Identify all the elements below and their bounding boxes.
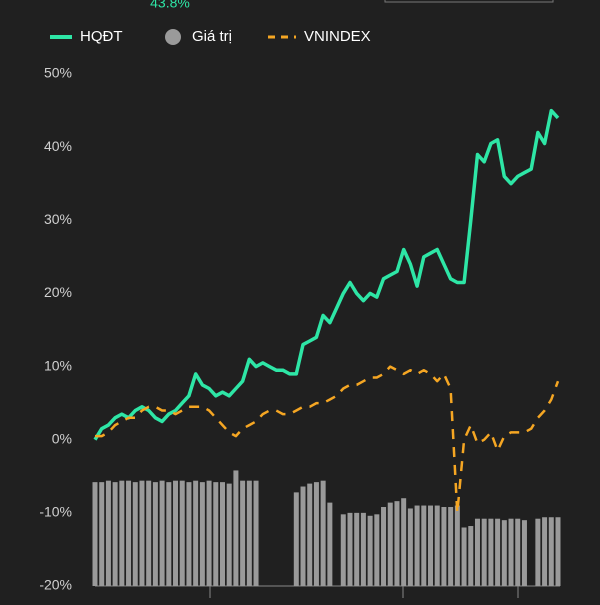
volume-bar [548,517,554,586]
volume-bar [240,480,246,586]
volume-bar [226,483,232,586]
volume-bar [199,482,205,586]
y-tick-label: 40% [44,138,72,154]
volume-bar [119,480,125,586]
volume-bar [173,480,179,586]
volume-bar [300,486,306,586]
volume-bar [159,480,165,586]
y-tick-label: 0% [52,430,72,446]
volume-bar [488,518,494,586]
legend: HQĐT Giá trị VNINDEX [50,28,371,45]
volume-bar [474,518,480,586]
volume-bar [126,480,132,586]
volume-bar [521,520,527,586]
header-value: 43.8% [150,0,190,11]
volume-bar [313,482,319,586]
volume-bar [461,527,467,586]
legend-label[interactable]: HQĐT [80,28,123,45]
volume-bar [515,518,521,586]
volume-bar [468,526,474,586]
legend-label[interactable]: VNINDEX [304,28,371,45]
volume-bar [407,508,413,586]
volume-bar [219,482,225,586]
volume-bar [448,507,454,586]
volume-bar [501,520,507,586]
volume-bar [193,480,199,586]
volume-bar [92,482,98,586]
volume-bar [99,482,105,586]
y-tick-label: 30% [44,211,72,227]
volume-bar [152,482,158,586]
volume-bar [508,518,514,586]
volume-bar [139,480,145,586]
volume-bar [206,480,212,586]
volume-bar [387,502,393,586]
volume-bar [428,505,434,586]
volume-bar [360,512,366,586]
volume-bar [320,480,326,586]
volume-bar [112,482,118,586]
volume-bar [542,517,548,586]
volume-bar [421,505,427,586]
volume-bar [246,480,252,586]
volume-bar [414,505,420,586]
volume-bar [535,518,541,586]
series-line [93,108,560,441]
volume-bar [354,512,360,586]
volume-bar [340,514,346,586]
volume-bar [166,482,172,586]
series-line [95,365,560,515]
y-tick-label: 10% [44,357,72,373]
volume-bar [495,518,501,586]
volume-bar [441,507,447,586]
selector-box[interactable] [384,0,554,3]
volume-bar [401,498,407,586]
volume-bar [233,470,239,586]
volume-bar [293,492,299,586]
volume-bar [132,482,138,586]
volume-bar [434,505,440,586]
volume-bar [105,480,111,586]
volume-bar [454,505,460,586]
y-tick-label: -10% [39,504,72,520]
volume-bar [253,480,259,586]
volume-bar [367,515,373,586]
volume-bar [381,507,387,586]
y-tick-label: 50% [44,65,72,81]
volume-bar [179,480,185,586]
y-tick-label: -20% [39,577,72,593]
volume-bar [327,502,333,586]
legend-dot [165,29,181,45]
legend-label[interactable]: Giá trị [192,28,232,45]
volume-bar [307,483,313,586]
y-tick-label: 20% [44,284,72,300]
volume-bar [481,518,487,586]
volume-bar [555,517,561,586]
volume-bar [347,512,353,586]
volume-bar [394,501,400,586]
volume-bar [213,482,219,586]
volume-bar [186,482,192,586]
volume-bar [146,480,152,586]
volume-bar [374,514,380,586]
